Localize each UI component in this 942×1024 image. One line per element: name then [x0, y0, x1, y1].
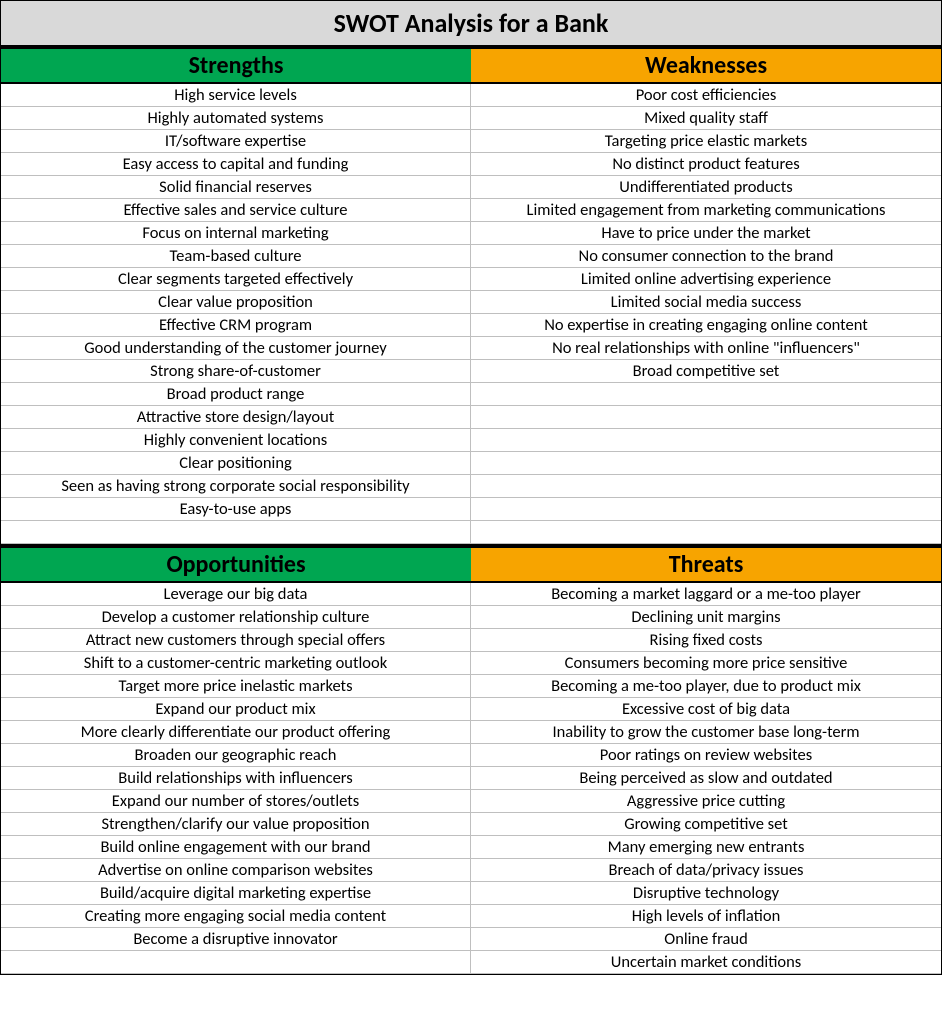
weaknesses-item	[471, 521, 941, 544]
strengths-item	[1, 521, 471, 544]
strengths-list: High service levelsHighly automated syst…	[1, 84, 471, 544]
threats-item: Being perceived as slow and outdated	[471, 767, 941, 790]
strengths-item: Easy access to capital and funding	[1, 153, 471, 176]
threats-item: High levels of inflation	[471, 905, 941, 928]
opportunities-quadrant: Opportunities Leverage our big dataDevel…	[1, 546, 471, 974]
weaknesses-item: Broad competitive set	[471, 360, 941, 383]
weaknesses-item: Limited social media success	[471, 291, 941, 314]
page-title: SWOT Analysis for a Bank	[1, 1, 941, 47]
weaknesses-item	[471, 429, 941, 452]
strengths-item: Attractive store design/layout	[1, 406, 471, 429]
opportunities-list: Leverage our big dataDevelop a customer …	[1, 583, 471, 974]
threats-item: Inability to grow the customer base long…	[471, 721, 941, 744]
threats-item: Uncertain market conditions	[471, 951, 941, 974]
strengths-item: Clear positioning	[1, 452, 471, 475]
weaknesses-item	[471, 498, 941, 521]
opportunities-item: More clearly differentiate our product o…	[1, 721, 471, 744]
swot-container: SWOT Analysis for a Bank Strengths High …	[0, 0, 942, 975]
weaknesses-item: Targeting price elastic markets	[471, 130, 941, 153]
swot-top-row: Strengths High service levelsHighly auto…	[1, 47, 941, 544]
weaknesses-quadrant: Weaknesses Poor cost efficienciesMixed q…	[471, 47, 941, 544]
strengths-item: IT/software expertise	[1, 130, 471, 153]
opportunities-item: Attract new customers through special of…	[1, 629, 471, 652]
opportunities-item: Shift to a customer-centric marketing ou…	[1, 652, 471, 675]
opportunities-item: Develop a customer relationship culture	[1, 606, 471, 629]
opportunities-header: Opportunities	[1, 546, 471, 583]
opportunities-item: Build online engagement with our brand	[1, 836, 471, 859]
weaknesses-item: Limited online advertising experience	[471, 268, 941, 291]
strengths-item: Solid financial reserves	[1, 176, 471, 199]
threats-item: Becoming a market laggard or a me-too pl…	[471, 583, 941, 606]
strengths-item: Strong share-of-customer	[1, 360, 471, 383]
strengths-item: Focus on internal marketing	[1, 222, 471, 245]
weaknesses-item: No consumer connection to the brand	[471, 245, 941, 268]
threats-item: Excessive cost of big data	[471, 698, 941, 721]
weaknesses-item: Have to price under the market	[471, 222, 941, 245]
strengths-item: Highly convenient locations	[1, 429, 471, 452]
strengths-item: Seen as having strong corporate social r…	[1, 475, 471, 498]
strengths-item: Effective sales and service culture	[1, 199, 471, 222]
weaknesses-item: Poor cost efficiencies	[471, 84, 941, 107]
weaknesses-list: Poor cost efficienciesMixed quality staf…	[471, 84, 941, 544]
weaknesses-item: No distinct product features	[471, 153, 941, 176]
weaknesses-item	[471, 406, 941, 429]
opportunities-item: Strengthen/clarify our value proposition	[1, 813, 471, 836]
opportunities-item: Build/acquire digital marketing expertis…	[1, 882, 471, 905]
threats-item: Many emerging new entrants	[471, 836, 941, 859]
opportunities-item: Broaden our geographic reach	[1, 744, 471, 767]
opportunities-item: Become a disruptive innovator	[1, 928, 471, 951]
threats-item: Aggressive price cutting	[471, 790, 941, 813]
threats-header: Threats	[471, 546, 941, 583]
weaknesses-item: Undifferentiated products	[471, 176, 941, 199]
opportunities-item: Expand our number of stores/outlets	[1, 790, 471, 813]
strengths-item: Effective CRM program	[1, 314, 471, 337]
opportunities-item: Target more price inelastic markets	[1, 675, 471, 698]
strengths-quadrant: Strengths High service levelsHighly auto…	[1, 47, 471, 544]
opportunities-item: Advertise on online comparison websites	[1, 859, 471, 882]
opportunities-item: Leverage our big data	[1, 583, 471, 606]
weaknesses-item: No expertise in creating engaging online…	[471, 314, 941, 337]
weaknesses-item: Mixed quality staff	[471, 107, 941, 130]
threats-item: Breach of data/privacy issues	[471, 859, 941, 882]
opportunities-item	[1, 951, 471, 974]
strengths-item: Highly automated systems	[1, 107, 471, 130]
weaknesses-item	[471, 383, 941, 406]
threats-item: Rising fixed costs	[471, 629, 941, 652]
swot-bottom-row: Opportunities Leverage our big dataDevel…	[1, 544, 941, 974]
strengths-item: Broad product range	[1, 383, 471, 406]
threats-item: Consumers becoming more price sensitive	[471, 652, 941, 675]
opportunities-item: Expand our product mix	[1, 698, 471, 721]
strengths-item: Clear segments targeted effectively	[1, 268, 471, 291]
weaknesses-item: Limited engagement from marketing commun…	[471, 199, 941, 222]
threats-item: Becoming a me-too player, due to product…	[471, 675, 941, 698]
strengths-item: Good understanding of the customer journ…	[1, 337, 471, 360]
weaknesses-header: Weaknesses	[471, 47, 941, 84]
strengths-item: Easy-to-use apps	[1, 498, 471, 521]
weaknesses-item	[471, 475, 941, 498]
opportunities-item: Creating more engaging social media cont…	[1, 905, 471, 928]
strengths-item: High service levels	[1, 84, 471, 107]
threats-item: Growing competitive set	[471, 813, 941, 836]
weaknesses-item	[471, 452, 941, 475]
threats-item: Declining unit margins	[471, 606, 941, 629]
threats-list: Becoming a market laggard or a me-too pl…	[471, 583, 941, 974]
threats-item: Online fraud	[471, 928, 941, 951]
weaknesses-item: No real relationships with online "influ…	[471, 337, 941, 360]
strengths-item: Clear value proposition	[1, 291, 471, 314]
threats-quadrant: Threats Becoming a market laggard or a m…	[471, 546, 941, 974]
strengths-item: Team-based culture	[1, 245, 471, 268]
strengths-header: Strengths	[1, 47, 471, 84]
opportunities-item: Build relationships with influencers	[1, 767, 471, 790]
threats-item: Disruptive technology	[471, 882, 941, 905]
threats-item: Poor ratings on review websites	[471, 744, 941, 767]
